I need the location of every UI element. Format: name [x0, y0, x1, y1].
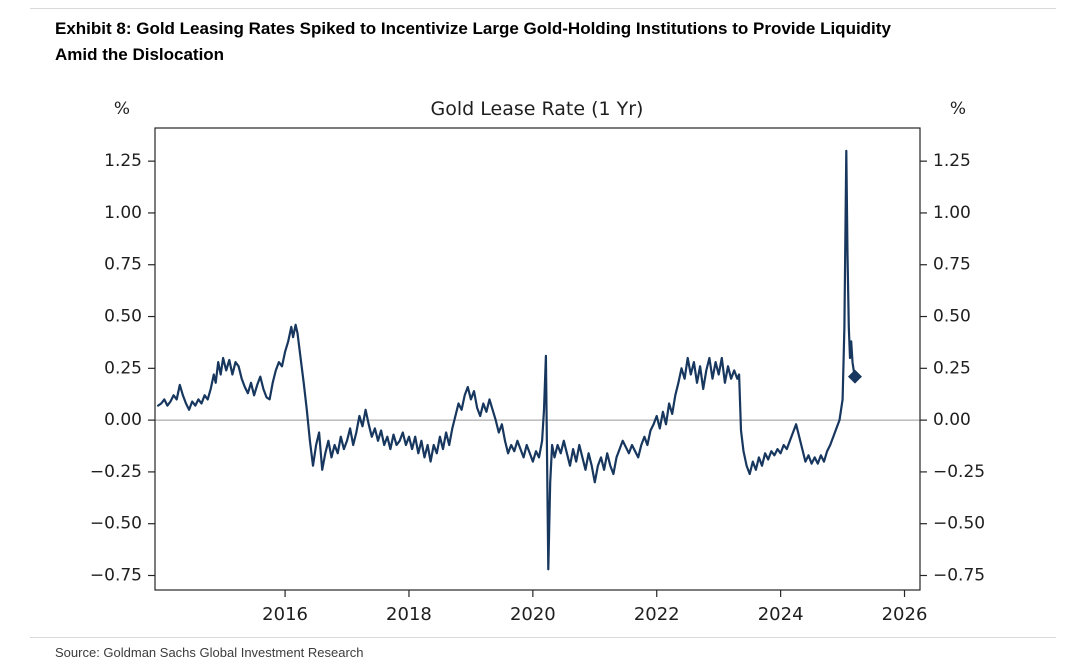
x-tick-label: 2026 — [882, 604, 928, 625]
y-tick-label-left: 0.25 — [104, 358, 142, 378]
y-tick-label-right: −0.50 — [933, 514, 985, 534]
y-tick-label-right: 1.25 — [933, 151, 971, 171]
y-axis-unit-right: % — [950, 99, 966, 119]
lease-rate-line — [157, 149, 857, 571]
x-tick-label: 2018 — [386, 604, 432, 625]
source-text: Source: Goldman Sachs Global Investment … — [55, 645, 364, 660]
exhibit-title-line1: Exhibit 8: Gold Leasing Rates Spiked to … — [55, 19, 891, 38]
y-tick-label-left: −0.25 — [90, 462, 142, 482]
bottom-divider — [30, 637, 1056, 638]
x-tick-label: 2016 — [262, 604, 308, 625]
plot-area: −0.75 −0.75 −0.50 −0.50 −0.25 −0.25 0.00 0.00 0.… — [90, 127, 985, 625]
y-tick-label-left: 0.00 — [104, 410, 142, 430]
y-tick-label-right: −0.75 — [933, 565, 985, 585]
x-tick-label: 2020 — [510, 604, 556, 625]
y-tick-label-right: 0.50 — [933, 307, 971, 327]
y-tick-label-left: 0.50 — [104, 307, 142, 327]
end-marker-diamond — [847, 369, 862, 384]
y-tick-label-left: 0.75 — [104, 255, 142, 275]
gold-lease-rate-chart: Gold Lease Rate (1 Yr) % % −0.75 −0.75−0.… — [90, 98, 985, 625]
y-tick-label-left: −0.50 — [90, 514, 142, 534]
chart-title: Gold Lease Rate (1 Yr) — [431, 98, 644, 120]
y-tick-label-right: −0.25 — [933, 462, 985, 482]
y-tick-label-right: 0.00 — [933, 410, 971, 430]
x-tick-label: 2024 — [758, 604, 804, 625]
y-tick-label-left: 1.00 — [104, 203, 142, 223]
y-tick-label-left: −0.75 — [90, 565, 142, 585]
exhibit-title-line2: Amid the Dislocation — [55, 45, 225, 64]
y-tick-label-right: 0.25 — [933, 358, 971, 378]
y-axis-unit-left: % — [114, 99, 130, 119]
top-divider — [30, 8, 1056, 9]
plot-frame — [154, 127, 921, 591]
y-tick-label-left: 1.25 — [104, 151, 142, 171]
x-tick-label: 2022 — [634, 604, 680, 625]
exhibit-title: Exhibit 8: Gold Leasing Rates Spiked to … — [55, 16, 1045, 68]
y-tick-label-right: 0.75 — [933, 255, 971, 275]
y-tick-label-right: 1.00 — [933, 203, 971, 223]
